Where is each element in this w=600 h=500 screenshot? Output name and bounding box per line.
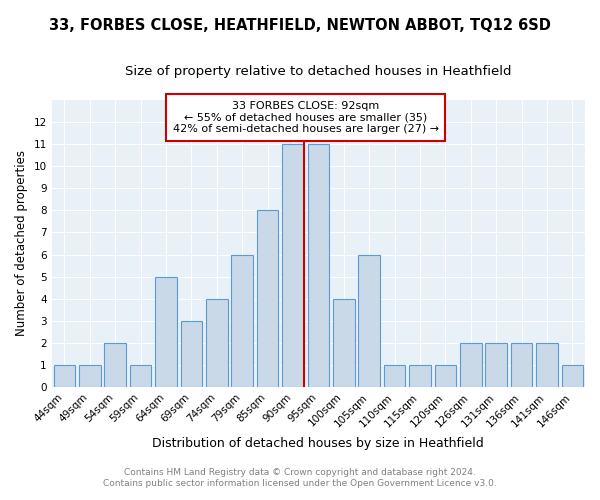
Text: Contains HM Land Registry data © Crown copyright and database right 2024.
Contai: Contains HM Land Registry data © Crown c… <box>103 468 497 487</box>
Bar <box>181 320 202 387</box>
Bar <box>79 365 101 387</box>
Bar <box>53 365 75 387</box>
Bar <box>333 298 355 387</box>
Bar <box>104 343 126 387</box>
Bar <box>511 343 532 387</box>
Bar <box>282 144 304 387</box>
Bar <box>358 254 380 387</box>
Bar <box>130 365 151 387</box>
Bar <box>308 144 329 387</box>
Bar <box>485 343 507 387</box>
Bar <box>434 365 456 387</box>
Bar <box>384 365 406 387</box>
Title: Size of property relative to detached houses in Heathfield: Size of property relative to detached ho… <box>125 65 512 78</box>
Text: 33 FORBES CLOSE: 92sqm
← 55% of detached houses are smaller (35)
42% of semi-det: 33 FORBES CLOSE: 92sqm ← 55% of detached… <box>173 101 439 134</box>
Bar <box>257 210 278 387</box>
X-axis label: Distribution of detached houses by size in Heathfield: Distribution of detached houses by size … <box>152 437 484 450</box>
Y-axis label: Number of detached properties: Number of detached properties <box>15 150 28 336</box>
Bar <box>460 343 482 387</box>
Text: 33, FORBES CLOSE, HEATHFIELD, NEWTON ABBOT, TQ12 6SD: 33, FORBES CLOSE, HEATHFIELD, NEWTON ABB… <box>49 18 551 32</box>
Bar <box>562 365 583 387</box>
Bar <box>155 276 177 387</box>
Bar <box>232 254 253 387</box>
Bar <box>536 343 557 387</box>
Bar <box>409 365 431 387</box>
Bar <box>206 298 227 387</box>
